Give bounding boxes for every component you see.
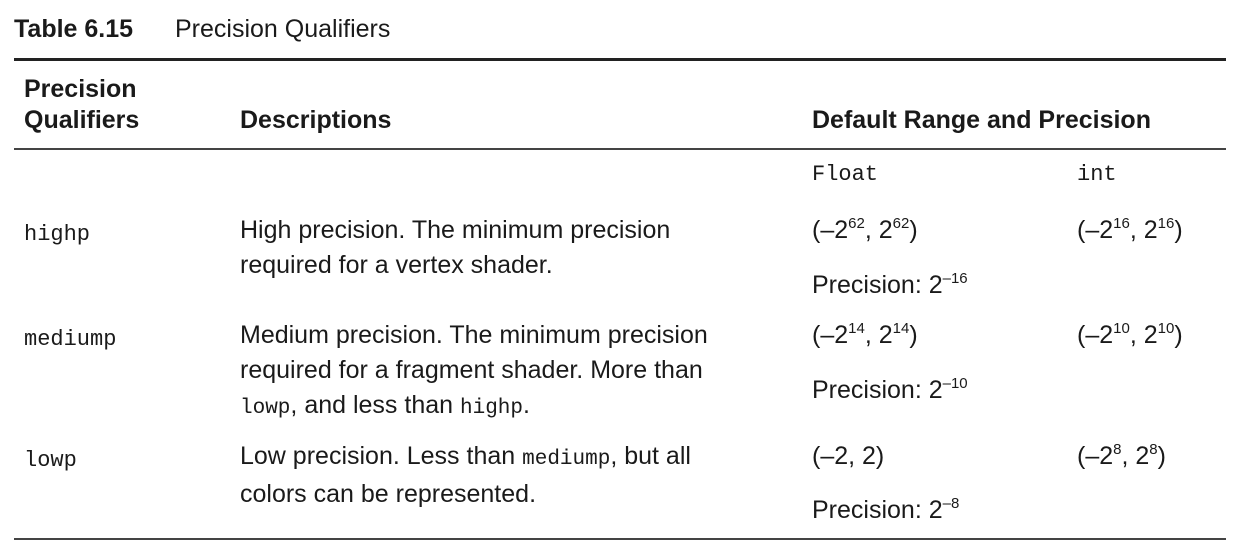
qualifier-lowp: lowp xyxy=(24,448,77,473)
int-range-lowp: (–28, 28) xyxy=(1077,441,1166,470)
description-mediump: Medium precision. The minimum precision … xyxy=(240,321,708,420)
top-rule xyxy=(14,58,1226,61)
header-descriptions: Descriptions xyxy=(240,106,392,134)
qualifier-highp: highp xyxy=(24,222,91,247)
int-range-mediump: (–210, 210) xyxy=(1077,320,1183,349)
float-range-mediump: (–214, 214) xyxy=(812,320,918,349)
precision-mediump: Precision: 2–10 xyxy=(812,375,968,404)
header-rule xyxy=(14,148,1226,150)
int-range-highp: (–216, 216) xyxy=(1077,215,1183,244)
header-qualifiers: Precision Qualifiers xyxy=(24,75,140,134)
float-range-lowp: (–2, 2) xyxy=(812,442,885,470)
float-range-highp: (–262, 262) xyxy=(812,215,918,244)
header-range-precision: Default Range and Precision xyxy=(812,106,1151,134)
table-caption-label: Table 6.15 xyxy=(14,15,134,43)
subheader-int: int xyxy=(1077,162,1117,187)
description-lowp: Low precision. Less than mediump, but al… xyxy=(240,442,691,508)
precision-lowp: Precision: 2–8 xyxy=(812,495,960,524)
subheader-float: Float xyxy=(812,162,879,187)
table-caption-title: Precision Qualifiers xyxy=(175,15,391,43)
bottom-rule xyxy=(14,538,1226,540)
qualifier-mediump: mediump xyxy=(24,327,117,352)
precision-highp: Precision: 2–16 xyxy=(812,270,968,299)
description-highp: High precision. The minimum precision re… xyxy=(240,216,671,279)
